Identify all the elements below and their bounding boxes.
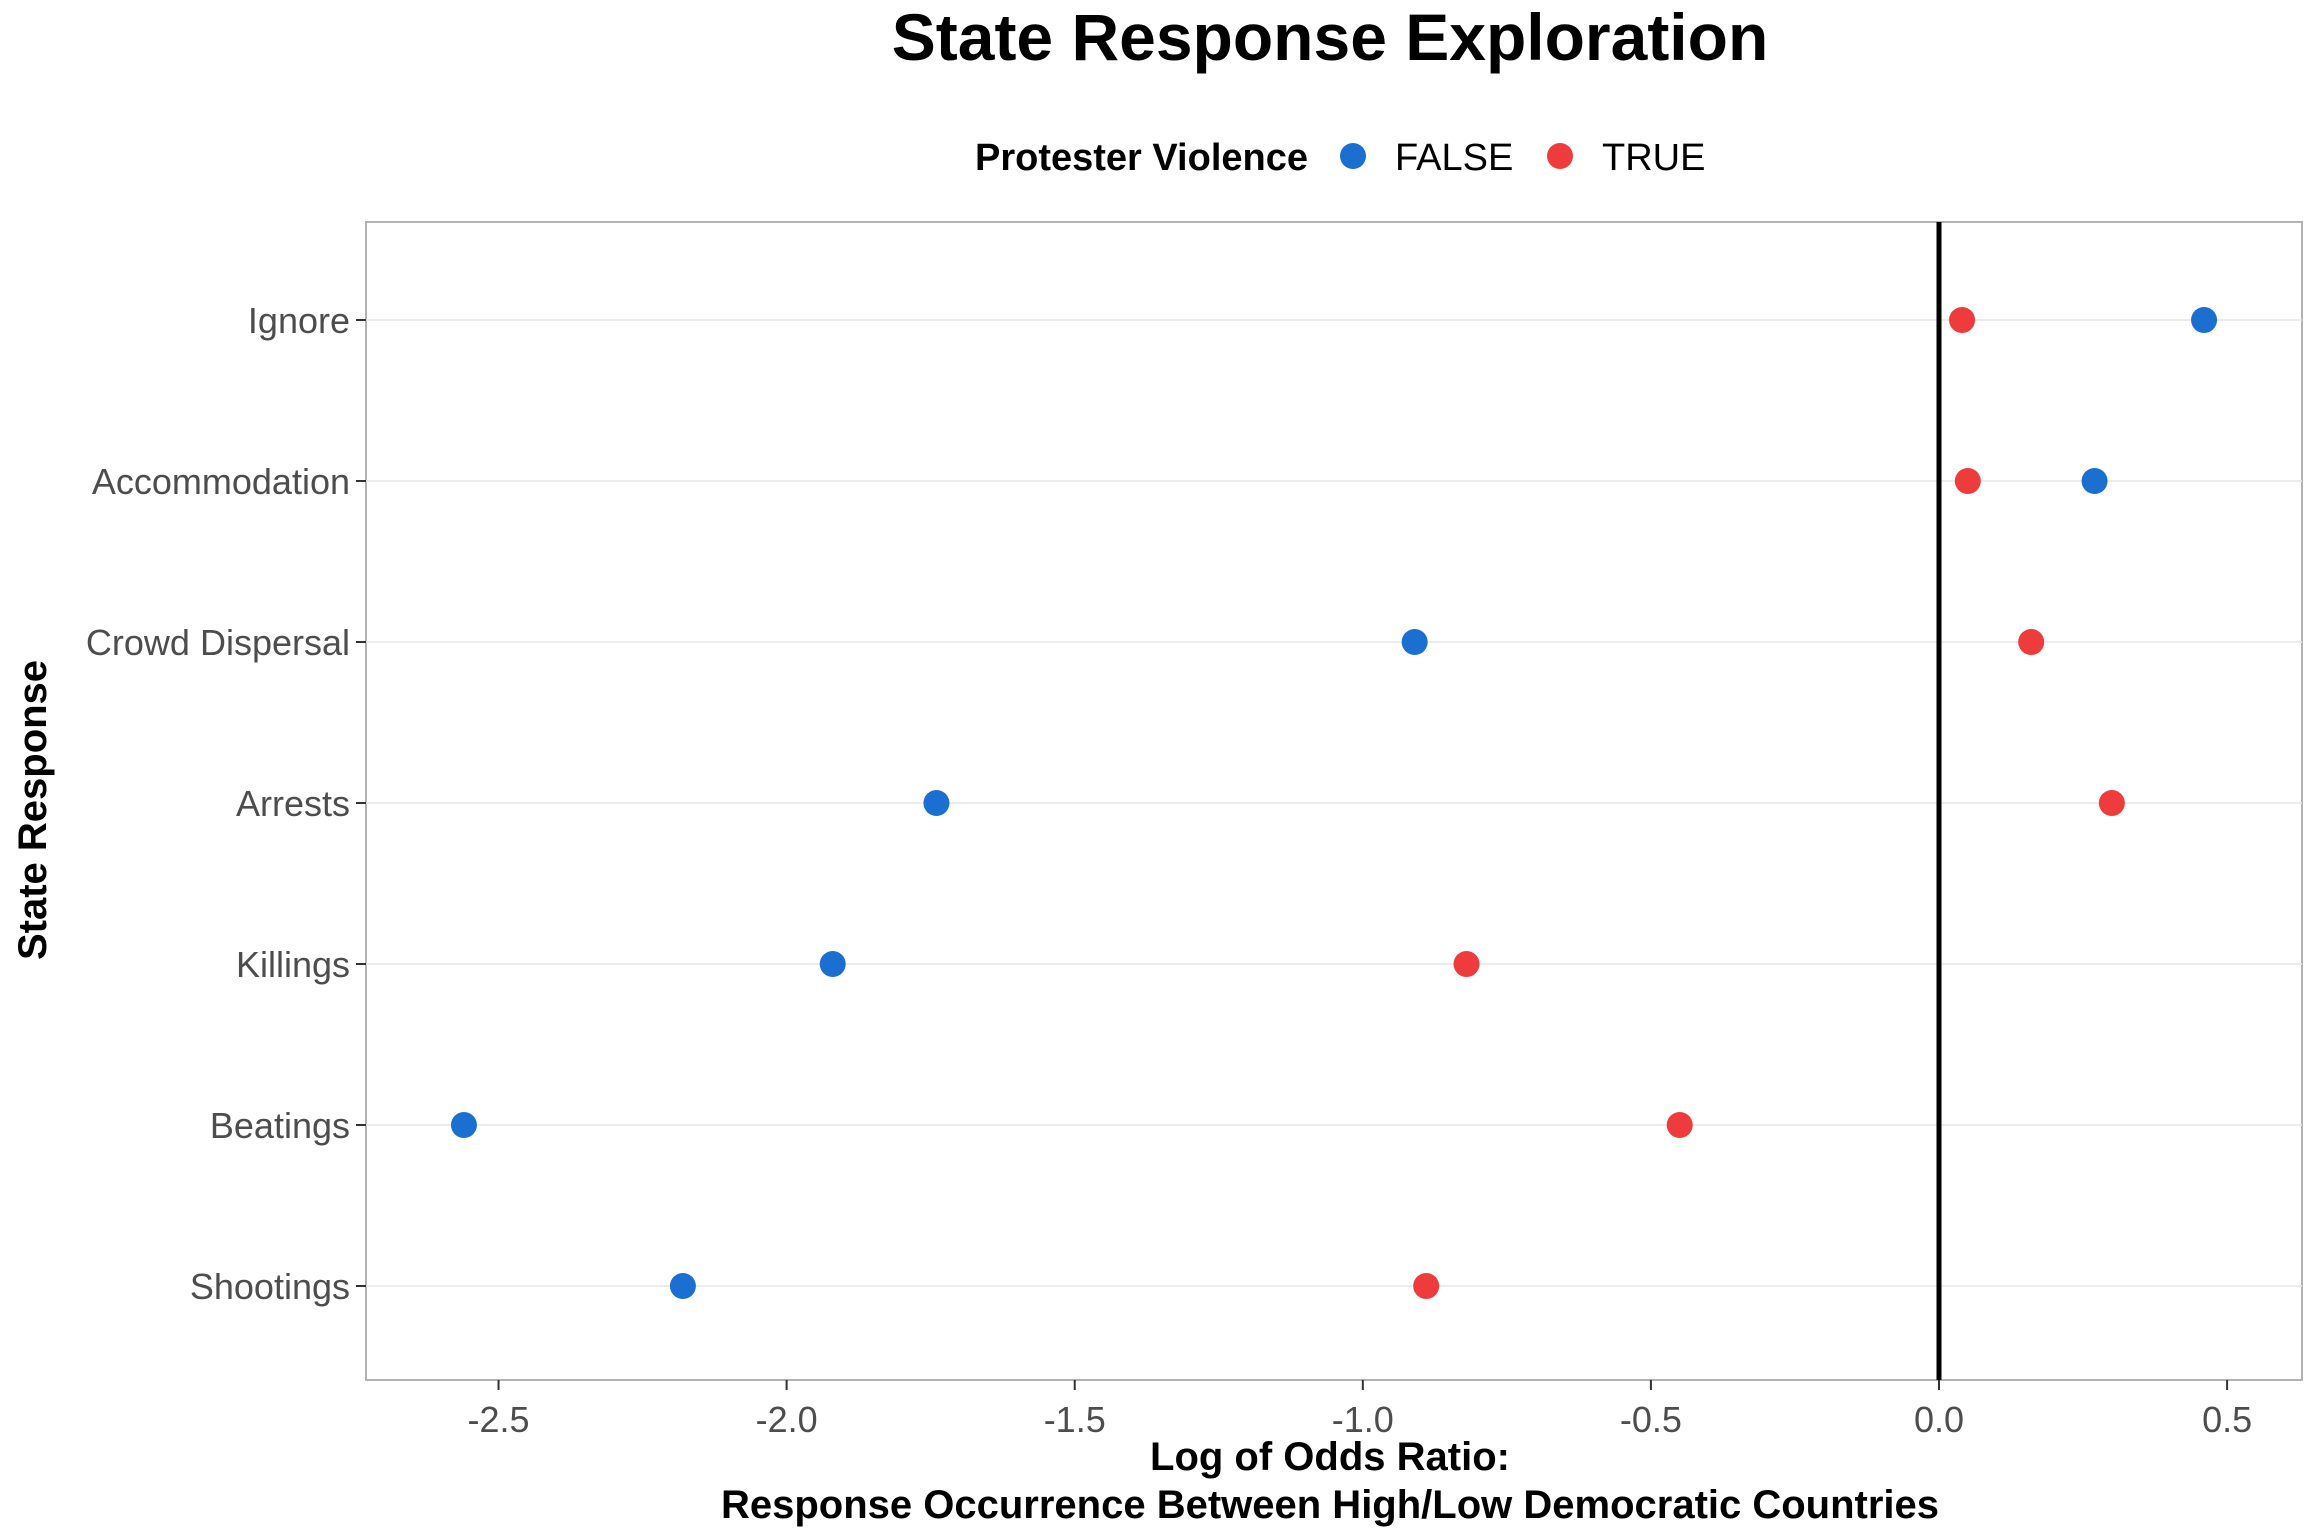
data-points xyxy=(450,307,2218,1299)
y-tick-label-ignore: Ignore xyxy=(248,300,350,341)
legend-title: Protester Violence xyxy=(975,137,1308,179)
point-false-killings xyxy=(819,951,846,977)
point-true-beatings xyxy=(1666,1112,1693,1138)
x-tick-label: 0.5 xyxy=(2202,1399,2252,1440)
point-true-shootings xyxy=(1413,1273,1440,1299)
y-tick-label-arrests: Arrests xyxy=(236,783,350,824)
chart-title: State Response Exploration xyxy=(892,0,1769,74)
point-false-accommodation xyxy=(2081,468,2108,494)
y-tick-label-killings: Killings xyxy=(236,944,350,985)
point-true-killings xyxy=(1453,951,1480,977)
y-tick-label-crowd-dispersal: Crowd Dispersal xyxy=(86,622,350,663)
legend-label-false: FALSE xyxy=(1395,137,1513,179)
point-false-crowd-dispersal xyxy=(1401,629,1428,655)
legend: Protester Violence FALSE TRUE xyxy=(975,137,1705,179)
x-axis-ticks: -2.5 -2.0 -1.5 -1.0 -0.5 0.0 0.5 xyxy=(468,1380,2252,1440)
x-axis-title-line-2: Response Occurrence Between High/Low Dem… xyxy=(721,1483,1939,1527)
point-false-arrests xyxy=(923,790,950,816)
legend-key-true xyxy=(1547,143,1573,169)
y-axis-title: State Response xyxy=(11,660,55,960)
point-false-ignore xyxy=(2191,307,2218,333)
point-true-crowd-dispersal xyxy=(2018,629,2045,655)
x-tick-label: -1.5 xyxy=(1044,1399,1106,1440)
y-axis-ticks: Ignore Accommodation Crowd Dispersal Arrest… xyxy=(86,300,366,1307)
x-axis-title-line-1: Log of Odds Ratio: xyxy=(1150,1435,1510,1479)
x-tick-label: -2.0 xyxy=(756,1399,818,1440)
x-tick-label: -1.0 xyxy=(1332,1399,1394,1440)
legend-label-true: TRUE xyxy=(1602,137,1705,179)
point-true-arrests xyxy=(2098,790,2125,816)
x-tick-label: 0.0 xyxy=(1914,1399,1964,1440)
y-tick-label-accommodation: Accommodation xyxy=(92,461,350,502)
point-true-accommodation xyxy=(1954,468,1981,494)
point-true-ignore xyxy=(1949,307,1976,333)
y-tick-label-beatings: Beatings xyxy=(210,1105,350,1146)
point-false-shootings xyxy=(669,1273,696,1299)
legend-key-false xyxy=(1340,143,1366,169)
x-tick-label: -2.5 xyxy=(468,1399,530,1440)
plot-panel xyxy=(365,221,2303,1381)
y-tick-label-shootings: Shootings xyxy=(190,1266,350,1307)
x-tick-label: -0.5 xyxy=(1620,1399,1682,1440)
point-false-beatings xyxy=(450,1112,477,1138)
